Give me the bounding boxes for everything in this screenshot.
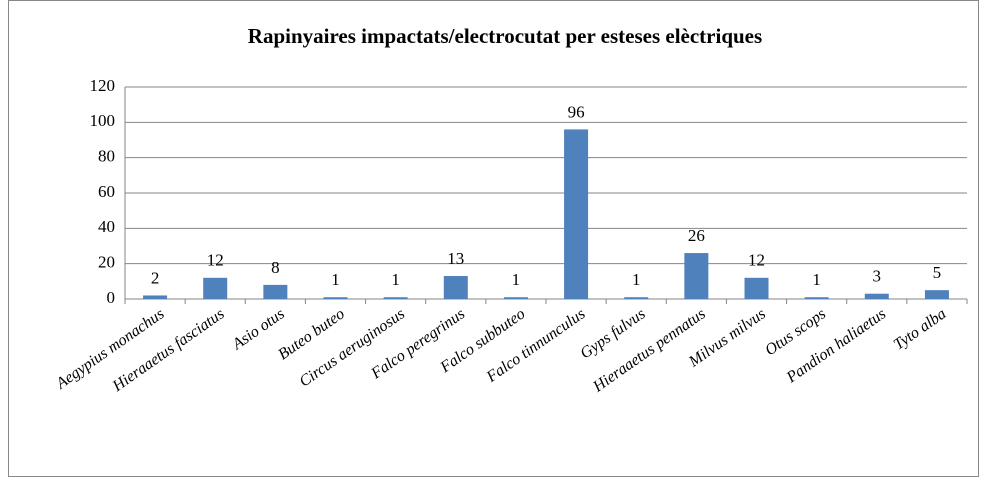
data-label: 1	[331, 270, 340, 289]
data-label: 5	[933, 263, 942, 282]
chart-border	[8, 0, 979, 477]
bar	[744, 277, 769, 299]
data-label: 8	[271, 258, 280, 277]
bar	[323, 297, 348, 299]
bar	[684, 253, 709, 299]
data-label: 12	[207, 251, 224, 270]
bar	[383, 297, 408, 299]
bar	[143, 295, 168, 299]
data-label: 26	[688, 226, 705, 245]
data-label: 1	[391, 270, 400, 289]
y-tick-label: 0	[107, 288, 116, 307]
y-tick-label: 80	[98, 147, 115, 166]
data-label: 2	[151, 268, 160, 287]
bar	[503, 297, 528, 299]
data-label: 1	[632, 270, 641, 289]
data-label: 12	[748, 251, 765, 270]
y-tick-label: 40	[98, 217, 115, 236]
y-tick-label: 100	[90, 111, 116, 130]
data-label: 3	[873, 267, 882, 286]
bar	[443, 276, 468, 299]
y-tick-label: 120	[90, 76, 116, 95]
bar	[924, 290, 949, 299]
y-tick-label: 20	[98, 253, 115, 272]
y-tick-label: 60	[98, 182, 115, 201]
data-label: 1	[812, 270, 821, 289]
bar	[804, 297, 829, 299]
bar	[624, 297, 649, 299]
bar	[864, 293, 889, 299]
bar	[263, 284, 288, 299]
data-label: 13	[447, 249, 464, 268]
bar	[564, 129, 589, 299]
bar	[203, 277, 228, 299]
chart-title: Rapinyaires impactats/electrocutat per e…	[248, 24, 762, 48]
data-label: 1	[512, 270, 521, 289]
data-label: 96	[568, 102, 585, 121]
